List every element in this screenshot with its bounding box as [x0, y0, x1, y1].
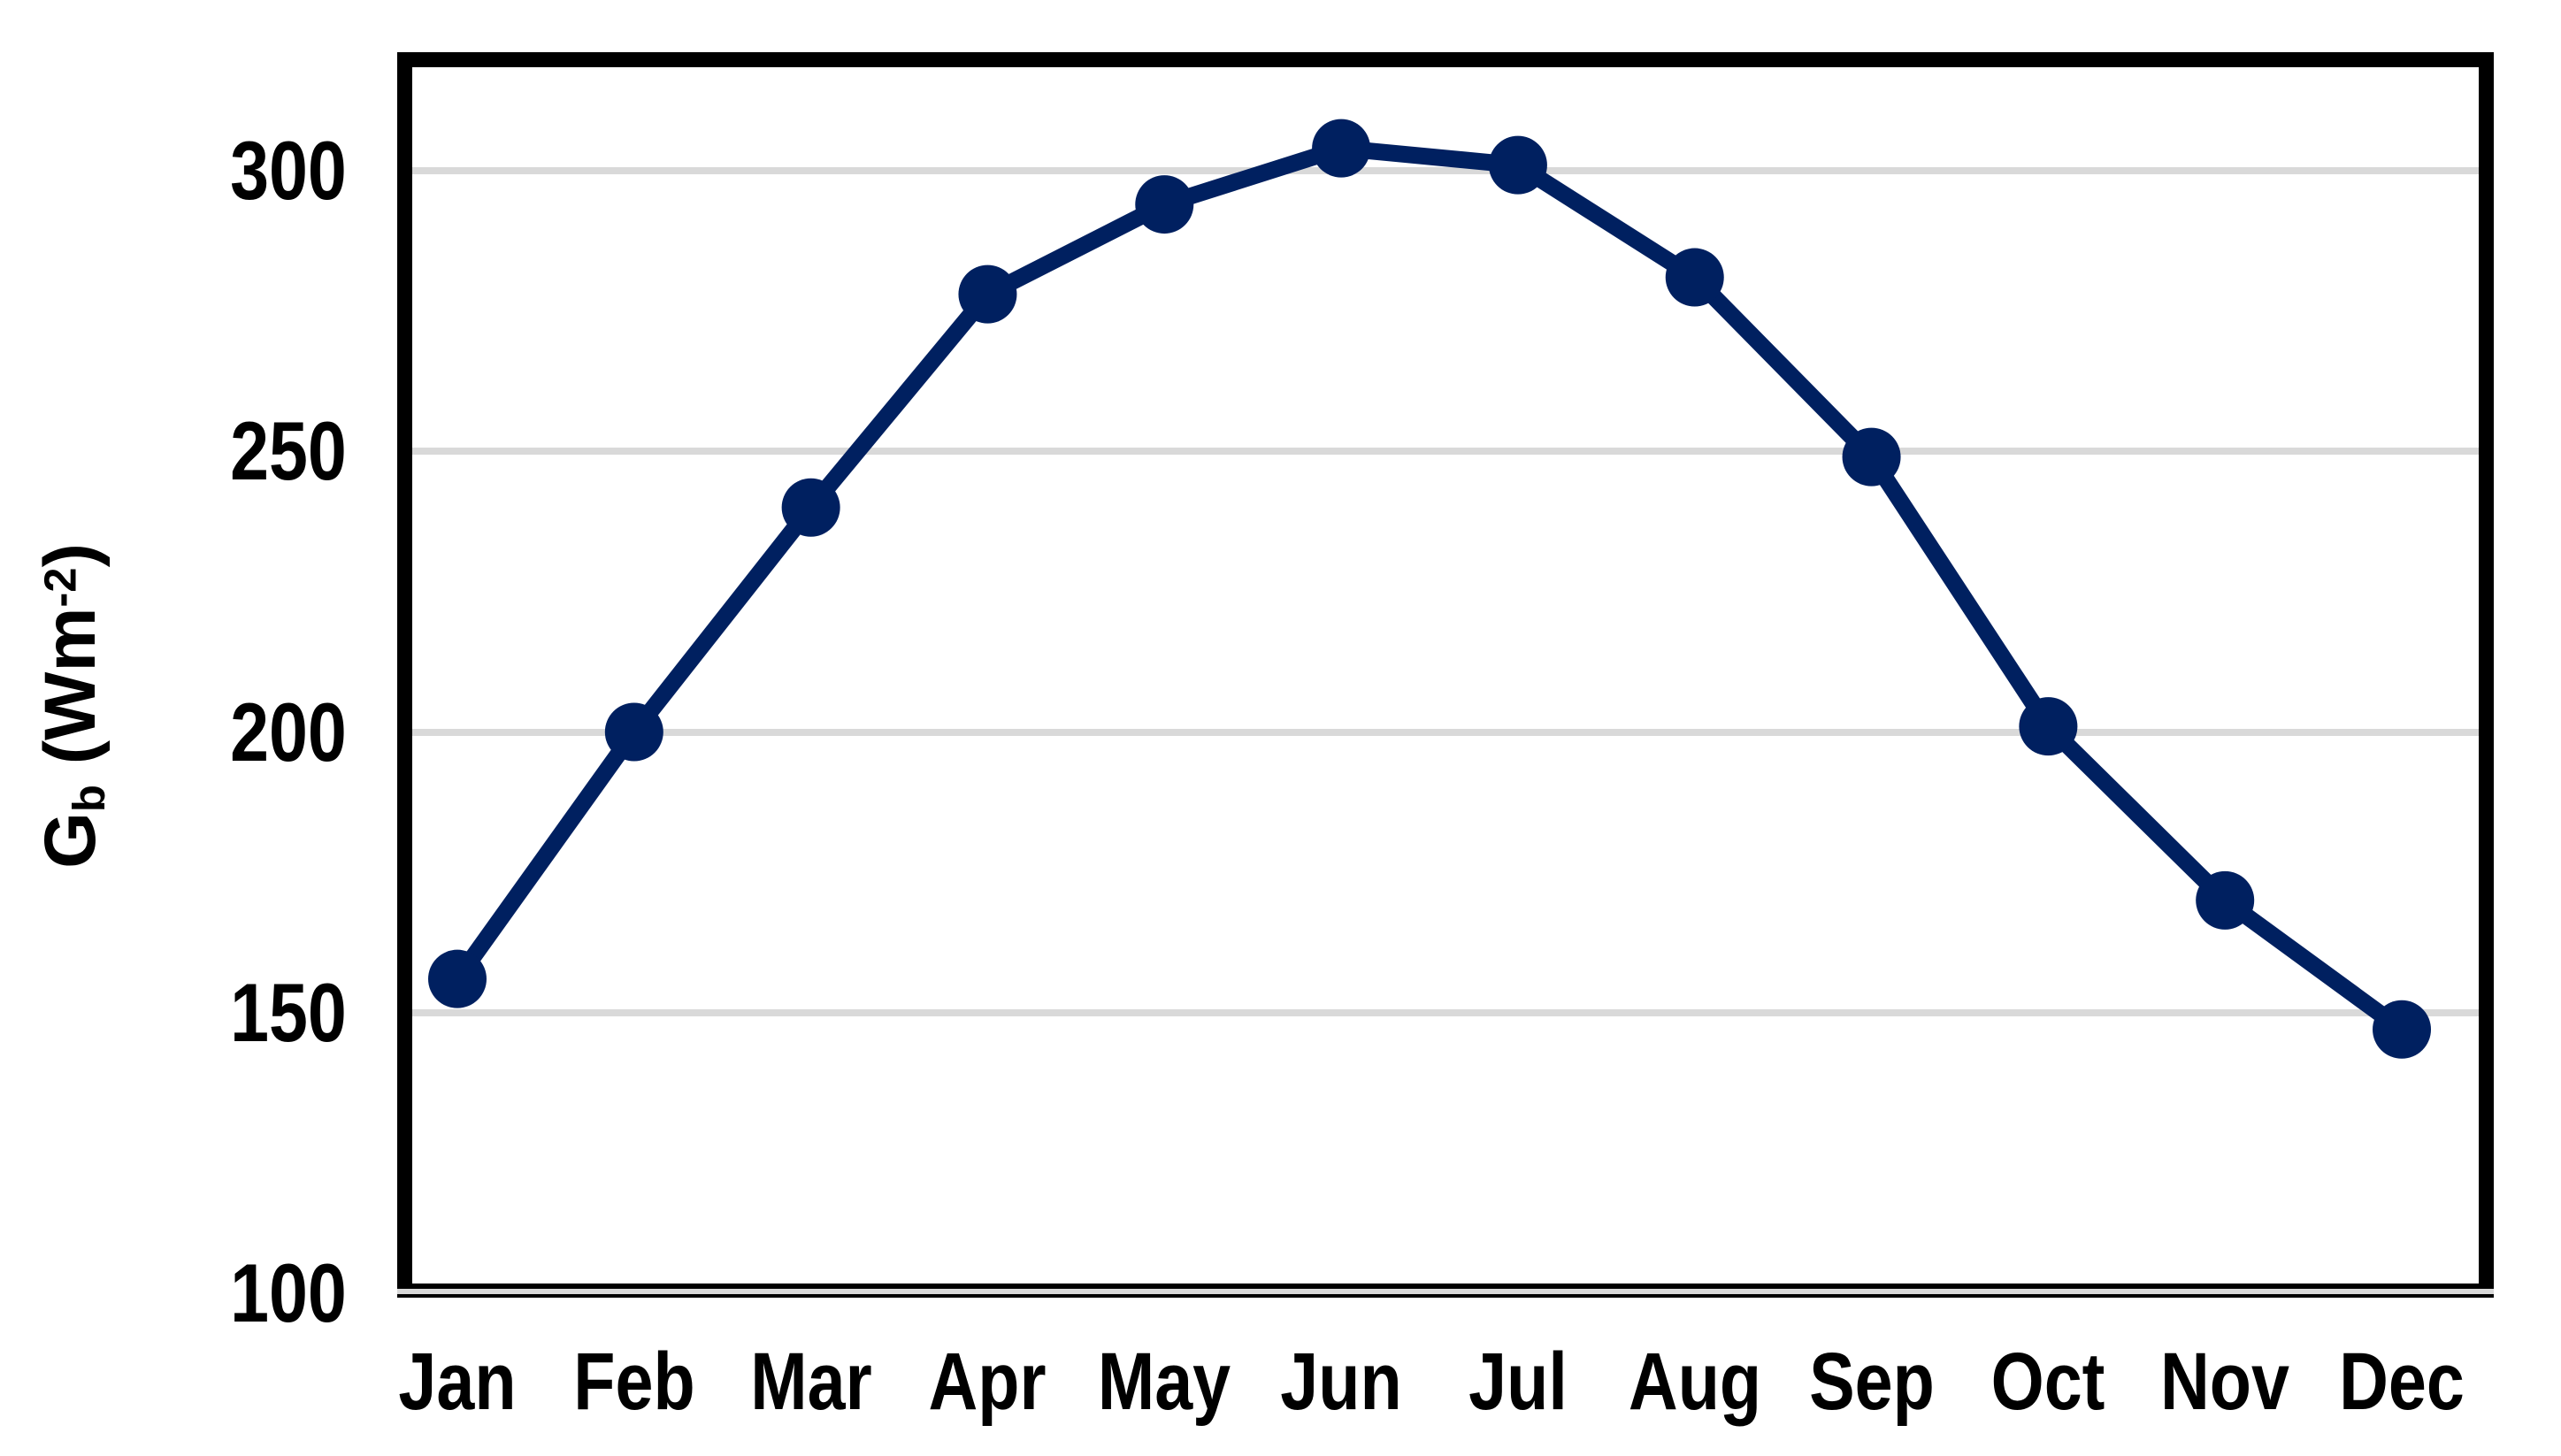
gridline — [412, 728, 2479, 736]
month-label: Jun — [1280, 1337, 1402, 1427]
data-point-marker — [1135, 175, 1194, 234]
month-label: Oct — [1990, 1337, 2105, 1427]
data-point-marker — [2019, 697, 2078, 756]
data-point-marker — [1665, 248, 1724, 307]
plot-area-border — [397, 52, 2494, 1284]
data-point-marker — [428, 949, 487, 1008]
month-label: Jul — [1468, 1337, 1568, 1427]
month-label: Aug — [1628, 1337, 1761, 1427]
series-line — [449, 140, 2411, 1038]
gridline — [412, 167, 2479, 174]
y-tick-label: 150 — [230, 965, 347, 1059]
data-point-marker — [958, 264, 1017, 324]
month-label: Nov — [2160, 1337, 2290, 1427]
y-tick-label: 100 — [230, 1246, 347, 1339]
y-tick-label: 300 — [230, 124, 347, 217]
data-point-marker — [2196, 870, 2255, 930]
data-point-marker — [1842, 427, 1901, 487]
data-point-marker — [1312, 119, 1371, 178]
x-axis-underline — [397, 1294, 2494, 1298]
y-tick-label: 200 — [230, 685, 347, 778]
gridline — [412, 448, 2479, 456]
month-label: Apr — [928, 1337, 1047, 1427]
data-point-marker — [604, 702, 663, 762]
gridline — [412, 1008, 2479, 1016]
data-point-marker — [781, 478, 840, 537]
baseline-gridline — [397, 1289, 2494, 1294]
data-point-marker — [1488, 135, 1547, 195]
month-label: Jan — [398, 1337, 517, 1427]
month-label: Dec — [2339, 1337, 2465, 1427]
month-label: Sep — [1808, 1337, 1935, 1427]
y-tick-label: 250 — [230, 404, 347, 498]
data-point-marker — [2373, 1000, 2432, 1059]
month-label: Mar — [749, 1337, 872, 1427]
month-label: May — [1098, 1337, 1231, 1427]
x-axis-line — [397, 1284, 2494, 1289]
month-label: Feb — [573, 1337, 695, 1427]
